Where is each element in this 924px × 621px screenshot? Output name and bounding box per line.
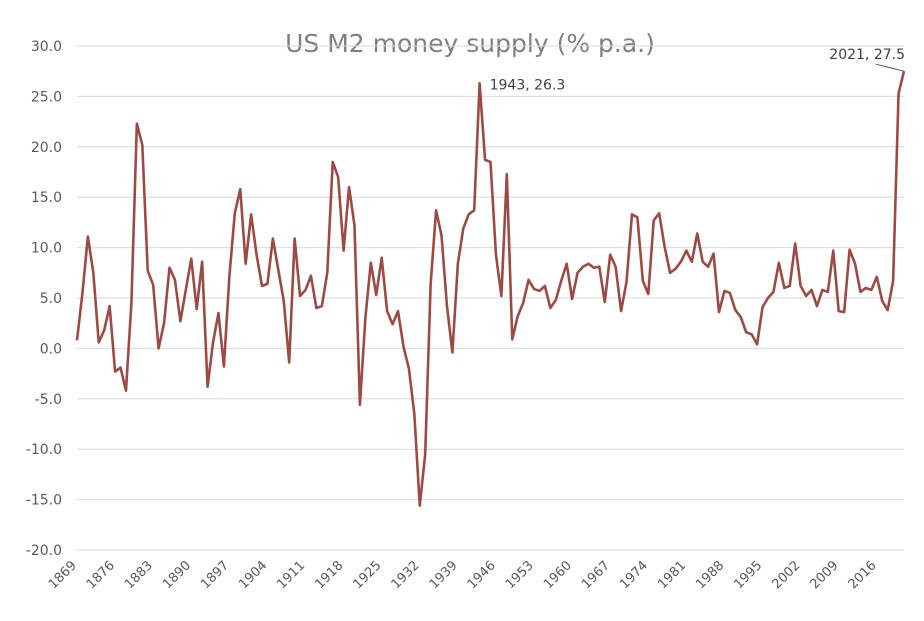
- annotation-leader: [875, 63, 905, 72]
- series-layer: [75, 70, 906, 507]
- x-tick-label: 1974: [617, 558, 651, 592]
- annotations: 1943, 26.3 2021, 27.5: [490, 47, 905, 93]
- x-tick-label: 1953: [503, 558, 537, 592]
- annotation-label: 1943, 26.3: [490, 77, 566, 93]
- y-tick-label: 25.0: [31, 89, 62, 105]
- series-line: [75, 70, 906, 507]
- y-tick-label: -15.0: [26, 493, 62, 509]
- x-tick-label: 1897: [198, 558, 232, 592]
- x-tick-label: 1890: [160, 558, 194, 592]
- x-tick-label: 1925: [351, 558, 385, 592]
- x-tick-label: 1995: [731, 558, 765, 592]
- y-tick-label: 30.0: [31, 39, 62, 55]
- chart-title: US M2 money supply (% p.a.): [285, 29, 655, 58]
- x-tick-label: 1883: [122, 558, 156, 592]
- x-tick-label: 2009: [808, 558, 842, 592]
- y-tick-label: 10.0: [31, 241, 62, 257]
- x-tick-label: 1918: [312, 558, 346, 592]
- x-tick-label: 1869: [46, 558, 80, 592]
- x-tick-label: 2016: [846, 558, 880, 592]
- x-tick-label: 1988: [693, 558, 727, 592]
- x-tick-label: 1876: [84, 558, 118, 592]
- x-tick-label: 1946: [465, 558, 499, 592]
- y-tick-label: 15.0: [31, 190, 62, 206]
- y-tick-label: -10.0: [26, 442, 62, 458]
- y-tick-label: 0.0: [40, 341, 62, 357]
- annotation-label: 2021, 27.5: [829, 47, 905, 63]
- y-tick-label: 20.0: [31, 140, 62, 156]
- y-tick-label: 5.0: [40, 291, 62, 307]
- y-axis: 30.0 25.0 20.0 15.0 10.0 5.0 0.0 -5.0 -10.0 -15.0…: [26, 39, 62, 559]
- x-tick-label: 1939: [427, 558, 461, 592]
- grid: [77, 45, 904, 551]
- x-tick-label: 1967: [579, 558, 613, 592]
- x-tick-label: 1932: [389, 558, 423, 592]
- x-tick-label: 1960: [541, 558, 575, 592]
- x-tick-label: 2002: [769, 558, 803, 592]
- x-tick-label: 1981: [655, 558, 689, 592]
- x-tick-label: 1904: [236, 558, 270, 592]
- x-axis: 1869 1876 1883 1890 1897 1904 1911 1918 1925 1932…: [46, 558, 880, 592]
- x-tick-label: 1911: [274, 558, 308, 592]
- y-tick-label: -5.0: [35, 392, 62, 408]
- y-tick-label: -20.0: [26, 543, 62, 559]
